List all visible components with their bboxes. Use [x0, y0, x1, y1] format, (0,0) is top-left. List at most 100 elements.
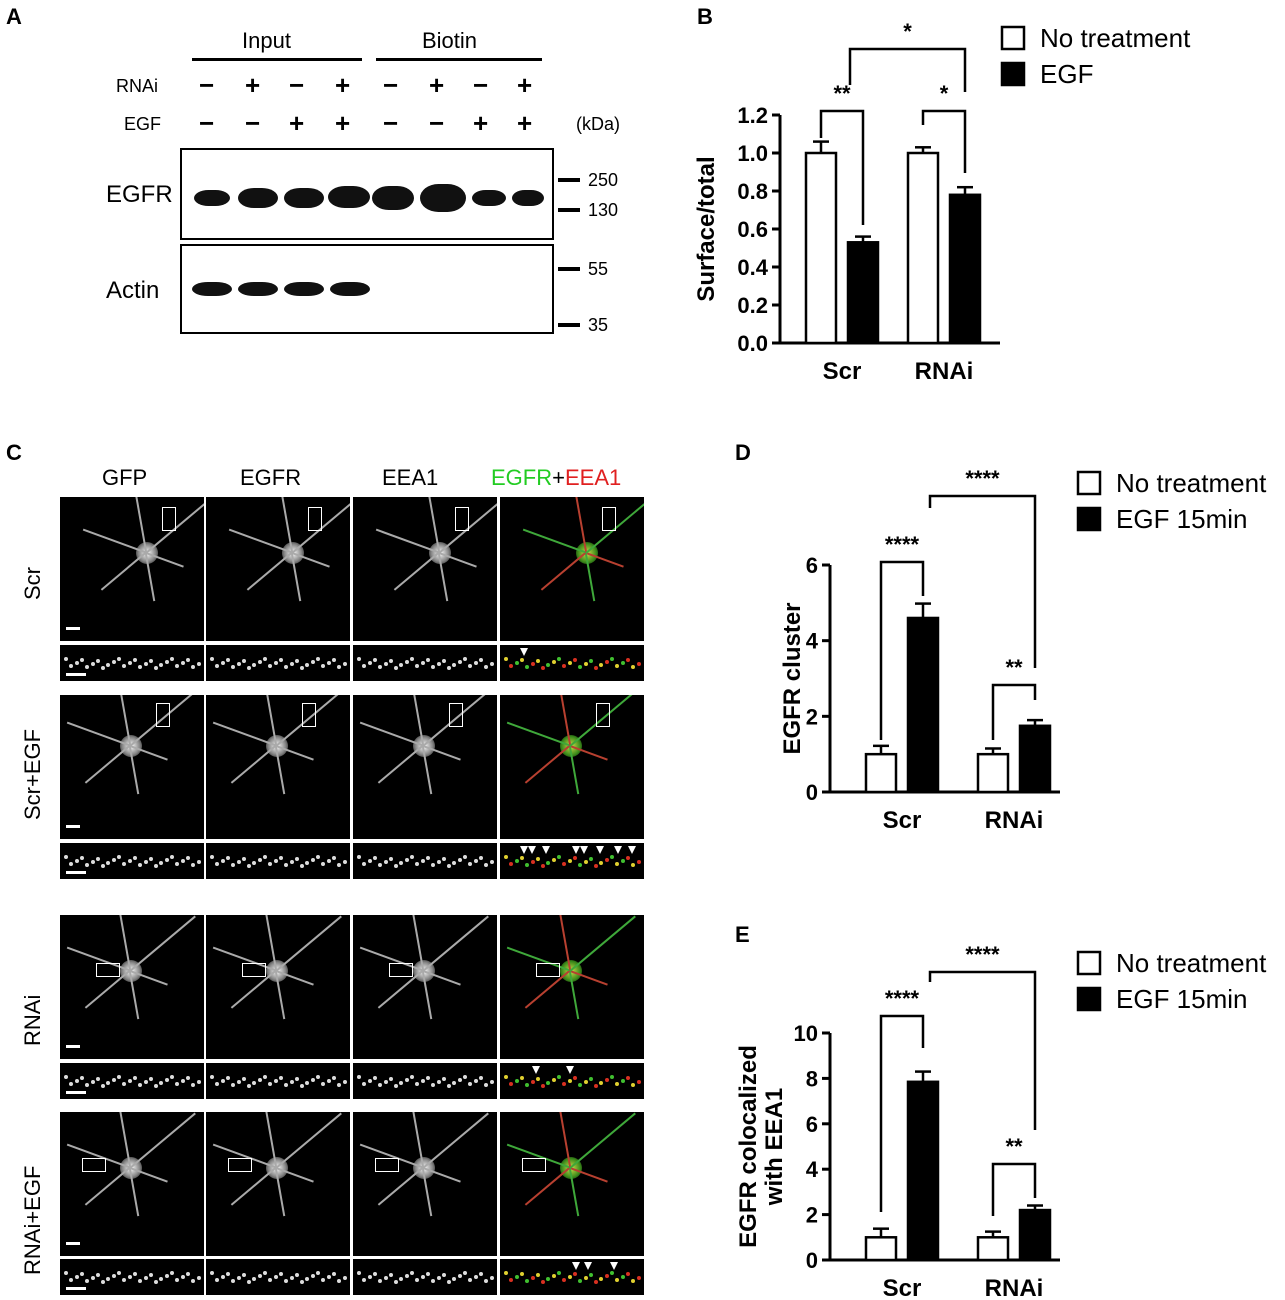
puncta — [441, 1077, 446, 1081]
puncta — [588, 1273, 593, 1277]
zoom-region-box — [536, 963, 560, 977]
puncta — [196, 1276, 201, 1280]
biotin-group-bar — [376, 58, 542, 61]
y-tick-label: 0 — [806, 780, 818, 805]
puncta — [180, 1079, 185, 1083]
puncta — [588, 1077, 593, 1081]
puncta — [468, 664, 473, 668]
puncta — [69, 664, 74, 668]
category-label: RNAi — [985, 807, 1044, 834]
puncta — [599, 861, 604, 865]
puncta — [294, 1273, 299, 1277]
egfr-band — [194, 190, 230, 206]
legend-swatch — [1000, 61, 1026, 87]
puncta — [594, 666, 599, 670]
puncta — [557, 657, 561, 661]
puncta — [236, 1080, 241, 1084]
puncta — [170, 1271, 174, 1275]
puncta — [220, 1275, 225, 1279]
actin-band — [238, 282, 278, 296]
significance-label: **** — [885, 986, 920, 1011]
puncta — [257, 1078, 262, 1082]
puncta — [90, 1080, 95, 1084]
puncta — [383, 860, 388, 864]
rnai-sign: + — [245, 70, 261, 100]
puncta — [191, 1083, 196, 1087]
puncta — [519, 1076, 524, 1080]
puncta — [294, 1077, 299, 1081]
puncta — [180, 661, 185, 665]
puncta — [599, 1277, 604, 1281]
puncta — [225, 1272, 230, 1276]
puncta — [278, 658, 283, 662]
puncta — [85, 665, 90, 669]
neurite — [569, 1112, 636, 1169]
puncta — [132, 1076, 137, 1080]
significance-label: **** — [965, 942, 1000, 967]
puncta — [175, 1082, 180, 1086]
puncta — [185, 658, 190, 662]
scale-bar — [66, 1091, 86, 1094]
puncta — [79, 658, 84, 662]
puncta — [111, 1078, 116, 1082]
puncta — [367, 661, 372, 665]
puncta — [572, 1076, 577, 1080]
y-tick-label: 0 — [806, 1248, 818, 1273]
puncta — [220, 661, 225, 665]
puncta — [321, 1082, 326, 1086]
egf-sign: + — [473, 108, 489, 138]
micrograph — [500, 497, 644, 641]
puncta — [138, 1279, 143, 1283]
marker-55: 55 — [588, 259, 609, 279]
puncta — [106, 1277, 111, 1281]
puncta — [562, 664, 567, 668]
puncta — [342, 1276, 347, 1280]
significance-bracket — [879, 1014, 925, 1212]
puncta — [326, 1275, 331, 1279]
puncta — [117, 855, 121, 859]
puncta — [175, 862, 180, 866]
puncta — [215, 1082, 220, 1086]
puncta — [452, 861, 457, 865]
puncta — [148, 1273, 153, 1277]
puncta — [143, 1276, 148, 1280]
arrowhead-marker — [520, 846, 528, 854]
zoom-region-box — [449, 703, 463, 727]
puncta — [148, 659, 153, 663]
puncta — [175, 1278, 180, 1282]
puncta — [551, 858, 556, 862]
dendrite-zoom-strip — [60, 843, 204, 879]
puncta — [69, 862, 74, 866]
puncta — [357, 1075, 361, 1079]
puncta — [310, 1078, 315, 1082]
puncta — [514, 859, 519, 863]
puncta — [185, 1076, 190, 1080]
puncta — [504, 657, 508, 661]
y-tick-label: 0.8 — [737, 179, 768, 204]
puncta — [489, 1080, 494, 1084]
micrograph — [60, 915, 204, 1059]
puncta — [111, 1274, 116, 1278]
y-tick-label: 4 — [806, 1157, 819, 1182]
puncta — [268, 1278, 273, 1282]
puncta — [106, 1081, 111, 1085]
significance-label: * — [940, 81, 949, 106]
puncta — [127, 661, 132, 665]
puncta — [509, 664, 514, 668]
puncta — [572, 856, 577, 860]
scale-bar — [66, 1242, 80, 1245]
legend-label: No treatment — [1116, 468, 1267, 498]
puncta — [159, 663, 164, 667]
puncta — [64, 657, 68, 661]
puncta — [509, 1278, 514, 1282]
puncta — [519, 856, 524, 860]
puncta — [625, 1272, 630, 1276]
significance-label: **** — [965, 466, 1000, 491]
arrowhead-marker — [542, 846, 550, 854]
puncta — [278, 1076, 283, 1080]
micrograph — [206, 1112, 350, 1256]
legend-swatch — [1000, 25, 1026, 51]
input-group-bar — [192, 58, 362, 61]
zoom-region-box — [162, 507, 176, 531]
